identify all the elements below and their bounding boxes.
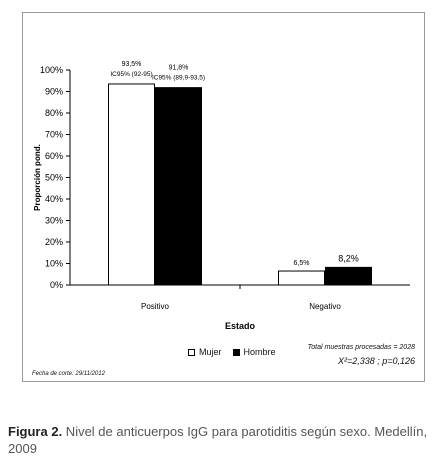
bar [108, 83, 155, 286]
ci-label: IC95% (92-95) [110, 71, 152, 78]
total-samples: Total muestras procesadas = 2028 [307, 344, 415, 351]
figure-caption: Figura 2. Nivel de anticuerpos IgG para … [8, 423, 436, 457]
bar [155, 87, 202, 286]
stats-box: Total muestras procesadas = 2028 X²=2,33… [308, 344, 415, 366]
x-tick-label: Negativo [309, 302, 341, 311]
legend-swatch-hombre [232, 348, 240, 356]
axes: 0% 10% 20% 30% 40% 50% 60% 70% 80% 90% 100% Proporc… [33, 65, 410, 331]
legend-label-hombre: Hombre [243, 347, 276, 357]
y-tick-label: 0% [50, 280, 63, 290]
legend-label-mujer: Mujer [199, 347, 222, 357]
y-tick-label: 20% [45, 237, 63, 247]
y-tick-label: 100% [40, 65, 63, 75]
y-axis-label: Proporción pond. [33, 144, 42, 211]
legend: Mujer Hombre [188, 347, 276, 357]
data-label: 93,5% [122, 61, 142, 68]
y-tick-label: 30% [45, 216, 63, 226]
figure-label: Figura 2. [8, 424, 63, 439]
ci-label: IC95% (89,9-93,5) [152, 75, 205, 82]
x-tick-label: Positivo [141, 302, 170, 311]
y-tick-label: 40% [45, 194, 63, 204]
data-labels: 93,5% IC95% (92-95) 91,8% IC95% (89,9-93,5)… [110, 61, 358, 267]
y-tick-label: 50% [45, 173, 63, 183]
legend-swatch-mujer [188, 348, 195, 356]
bars [108, 83, 372, 286]
y-tick-label: 70% [45, 130, 63, 140]
data-label: 6,5% [294, 260, 310, 267]
y-tick-label: 60% [45, 151, 63, 161]
data-label: 91,8% [169, 65, 189, 72]
cut-date: Fecha de corte: 29/11/2012 [32, 371, 105, 377]
data-label: 8,2% [338, 253, 359, 263]
figure-caption-text: Nivel de anticuerpos IgG para parotiditi… [8, 424, 428, 456]
chi-square-test: X²=2,338 ; p=0,126 [337, 356, 415, 366]
bar [278, 270, 325, 286]
bar [325, 266, 372, 286]
x-axis-label: Estado [225, 321, 256, 331]
y-tick-label: 90% [45, 87, 63, 97]
y-tick-label: 10% [45, 259, 63, 269]
y-tick-label: 80% [45, 108, 63, 118]
chart-frame [22, 12, 425, 382]
